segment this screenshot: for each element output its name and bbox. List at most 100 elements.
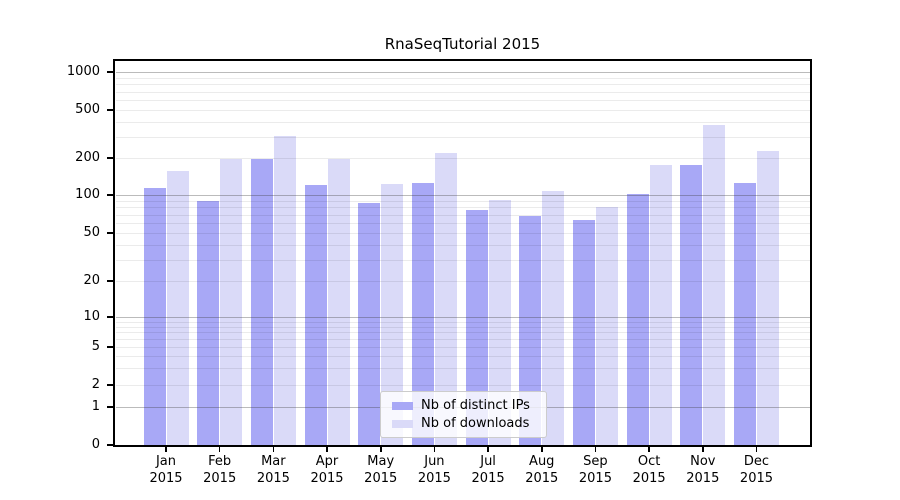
year-label: 2015: [739, 471, 774, 486]
month-label: Nov: [690, 454, 716, 469]
y-tick-10: [107, 316, 114, 318]
gridline-minor-50: [116, 233, 810, 234]
x-tick-label-aug: Aug 2015: [510, 453, 574, 487]
gridline-major-10: [116, 317, 810, 318]
month-label: Oct: [637, 454, 661, 469]
gridline-minor-700: [116, 91, 810, 93]
legend: Nb of distinct IPs Nb of downloads: [380, 391, 547, 438]
x-tick-label-jan: Jan 2015: [134, 453, 198, 487]
bar-distinct-ips-jun: [411, 182, 434, 445]
year-label: 2015: [578, 471, 612, 486]
month-label: Apr: [315, 454, 339, 469]
month-label: Aug: [529, 454, 555, 469]
x-tick-label-may: May 2015: [349, 453, 413, 487]
x-tick-mar: [272, 446, 275, 452]
y-tick-label-1000: 1000: [66, 64, 100, 79]
year-label: 2015: [149, 471, 183, 486]
year-label: 2015: [471, 471, 505, 486]
x-tick-nov: [702, 446, 704, 452]
axis-spine-right: [810, 59, 812, 447]
bar-downloads-jul: [488, 200, 511, 445]
x-tick-jun: [433, 446, 436, 452]
y-tick-1000: [107, 71, 114, 73]
gridline-minor-4: [116, 356, 810, 358]
x-tick-label-jun: Jun 2015: [402, 453, 466, 487]
year-label: 2015: [686, 471, 720, 486]
legend-entry-distinct-ips: Nb of distinct IPs: [381, 397, 546, 413]
x-tick-label-oct: Oct 2015: [617, 453, 681, 487]
bar-distinct-ips-feb: [197, 201, 220, 445]
month-label: Feb: [208, 454, 232, 469]
bar-downloads-feb: [220, 158, 243, 445]
y-tick-label-1: 1: [91, 399, 100, 414]
x-tick-label-sep: Sep 2015: [563, 453, 627, 487]
y-tick-label-10: 10: [83, 309, 100, 324]
x-tick-jul: [487, 446, 489, 452]
y-tick-label-5: 5: [91, 339, 100, 354]
bar-downloads-jun: [434, 152, 457, 445]
legend-label-distinct-ips: Nb of distinct IPs: [421, 397, 530, 413]
legend-label-downloads: Nb of downloads: [421, 415, 530, 431]
x-tick-may: [379, 446, 382, 452]
year-label: 2015: [417, 471, 451, 486]
month-label: Sep: [583, 454, 608, 469]
y-tick-label-2: 2: [91, 377, 100, 392]
gridline-minor-5: [116, 347, 810, 348]
gridline-minor-300: [116, 136, 810, 138]
y-tick-0: [107, 444, 114, 446]
bar-downloads-mar: [273, 136, 296, 445]
gridline-minor-20: [116, 281, 810, 282]
gridline-minor-60: [116, 223, 810, 224]
gridline-minor-90: [116, 200, 810, 202]
x-tick-feb: [218, 446, 221, 452]
bar-distinct-ips-mar: [250, 159, 273, 445]
bar-distinct-ips-dec: [733, 183, 756, 445]
x-tick-label-dec: Dec 2015: [724, 453, 788, 487]
gridline-minor-3: [116, 368, 810, 370]
axis-spine-bottom: [113, 445, 812, 447]
x-tick-jan: [165, 446, 167, 452]
bar-distinct-ips-jan: [143, 188, 166, 445]
legend-swatch-distinct-ips: [392, 401, 413, 410]
bar-distinct-ips-nov: [680, 165, 703, 445]
gridline-minor-7: [116, 332, 810, 334]
gridline-minor-800: [116, 84, 810, 86]
year-label: 2015: [256, 471, 290, 486]
x-tick-label-nov: Nov 2015: [671, 453, 735, 487]
year-label: 2015: [632, 471, 666, 486]
bar-downloads-may: [381, 183, 404, 445]
x-tick-label-mar: Mar 2015: [241, 453, 305, 487]
y-tick-label-0: 0: [91, 437, 100, 452]
bar-distinct-ips-apr: [304, 184, 327, 445]
y-tick-5: [107, 346, 114, 348]
y-tick-label-20: 20: [83, 273, 100, 288]
year-label: 2015: [525, 471, 559, 486]
gridline-minor-30: [116, 259, 810, 261]
month-label: Jul: [480, 454, 496, 469]
chart-title: RnaSeqTutorial 2015: [384, 35, 541, 53]
month-label: Mar: [261, 454, 286, 469]
x-tick-apr: [326, 446, 328, 452]
y-tick-20: [107, 280, 114, 282]
x-tick-label-apr: Apr 2015: [295, 453, 359, 487]
gridline-minor-2: [116, 385, 810, 386]
bar-distinct-ips-may: [358, 203, 381, 445]
gridline-minor-600: [116, 100, 810, 101]
year-label: 2015: [364, 471, 398, 486]
y-tick-label-100: 100: [75, 187, 100, 202]
y-tick-200: [107, 157, 114, 159]
axis-spine-left: [113, 59, 116, 447]
gridline-minor-70: [116, 214, 810, 216]
y-tick-1: [107, 406, 114, 408]
bar-downloads-oct: [649, 165, 672, 445]
bar-distinct-ips-aug: [519, 216, 542, 445]
month-label: May: [367, 454, 395, 469]
y-tick-label-500: 500: [75, 102, 100, 117]
bar-downloads-apr: [327, 159, 350, 445]
bar-distinct-ips-oct: [626, 193, 649, 445]
gridline-minor-9: [116, 321, 810, 323]
bar-downloads-aug: [542, 190, 565, 445]
y-tick-500: [107, 109, 114, 111]
bar-distinct-ips-sep: [572, 220, 595, 445]
